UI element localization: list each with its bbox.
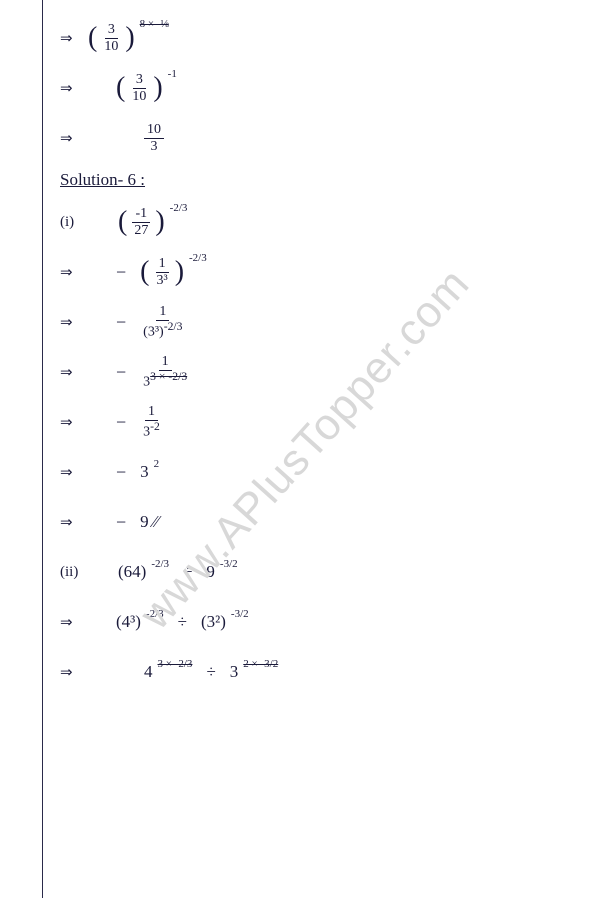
part-label: (i) [60, 214, 90, 231]
expression: ( 310 ) -1 [116, 72, 177, 104]
implies: ⇒ [60, 613, 88, 632]
expression: ( 310 ) 8 × -⅛ [88, 22, 169, 54]
solution-heading: Solution- 6 : [60, 170, 590, 190]
step-row: ⇒ (4³)-2/3 ÷ (3²)-3/2 [60, 604, 590, 640]
implies: ⇒ [60, 463, 88, 482]
expression: − 32 [116, 462, 159, 483]
step-row: ⇒ − ( 13³ ) -2/3 [60, 254, 590, 290]
implies: ⇒ [60, 313, 88, 332]
implies: ⇒ [60, 79, 88, 98]
step-row: ⇒ 43 × -2/3 ÷ 32 × -3/2 [60, 654, 590, 690]
step-row: (i) ( -127 ) -2/3 [60, 204, 590, 240]
implies: ⇒ [60, 663, 88, 682]
implies: ⇒ [60, 413, 88, 432]
expression: ( -127 ) -2/3 [118, 206, 187, 238]
implies: ⇒ [60, 263, 88, 282]
expression: − ( 13³ ) -2/3 [116, 256, 207, 288]
step-row: ⇒ − 1 (3³)-2/3 [60, 304, 590, 340]
step-row: ⇒ − 9 ⁄⁄ [60, 504, 590, 540]
step-row: ⇒ − 1 3-2 [60, 404, 590, 440]
step-row: (ii) (64)-2/3 ÷ 9-3/2 [60, 554, 590, 590]
implies: ⇒ [60, 363, 88, 382]
expression: − 9 ⁄⁄ [116, 512, 159, 533]
step-row: ⇒ 103 [60, 120, 590, 156]
expression: 43 × -2/3 ÷ 32 × -3/2 [144, 662, 278, 682]
implies: ⇒ [60, 129, 88, 148]
step-row: ⇒ ( 310 ) 8 × -⅛ [60, 20, 590, 56]
step-row: ⇒ − 1 33 × -2/3 [60, 354, 590, 390]
expression: (4³)-2/3 ÷ (3²)-3/2 [116, 612, 249, 632]
expression: − 1 (3³)-2/3 [116, 304, 185, 339]
expression: (64)-2/3 ÷ 9-3/2 [118, 562, 238, 582]
implies: ⇒ [60, 513, 88, 532]
step-row: ⇒ ( 310 ) -1 [60, 70, 590, 106]
step-row: ⇒ − 32 [60, 454, 590, 490]
expression: 103 [144, 122, 164, 154]
expression: − 1 33 × -2/3 [116, 354, 190, 389]
expression: − 1 3-2 [116, 404, 163, 439]
margin-line [42, 0, 43, 898]
part-label: (ii) [60, 564, 90, 581]
implies: ⇒ [60, 29, 88, 48]
